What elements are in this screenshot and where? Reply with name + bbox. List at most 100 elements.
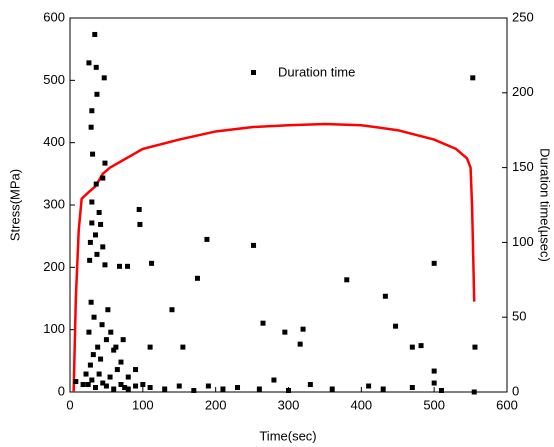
scatter-point xyxy=(382,293,388,299)
scatter-point xyxy=(418,343,424,349)
scatter-point xyxy=(93,181,99,187)
scatter-point xyxy=(94,91,100,97)
scatter-point xyxy=(470,75,476,81)
y2-axis-label: Duration time(µsec) xyxy=(538,148,553,262)
y-tick-label: 400 xyxy=(43,134,65,149)
scatter-point xyxy=(80,382,86,388)
scatter-point xyxy=(256,386,262,392)
scatter-point xyxy=(344,277,350,283)
scatter-point xyxy=(103,337,109,343)
scatter-point xyxy=(438,388,444,394)
scatter-point xyxy=(472,344,478,350)
scatter-point xyxy=(271,377,277,383)
y-tick-label: 500 xyxy=(43,72,65,87)
scatter-point xyxy=(85,382,91,388)
scatter-point xyxy=(92,385,98,391)
y2-tick-label: 250 xyxy=(512,9,534,24)
y2-tick-label: 0 xyxy=(512,383,519,398)
scatter-point xyxy=(120,337,126,343)
scatter-point xyxy=(191,388,197,394)
scatter-point xyxy=(125,263,131,269)
scatter-point xyxy=(95,344,101,350)
scatter-point xyxy=(91,314,97,320)
scatter-point xyxy=(92,232,98,238)
y2-tick-label: 150 xyxy=(512,159,534,174)
scatter-point xyxy=(300,326,306,332)
x-tick-label: 600 xyxy=(496,397,518,412)
y-tick-label: 600 xyxy=(43,9,65,24)
scatter-point xyxy=(204,236,210,242)
scatter-point xyxy=(107,374,113,380)
x-tick-label: 200 xyxy=(205,397,227,412)
scatter-point xyxy=(118,359,124,365)
scatter-point xyxy=(125,374,131,380)
y-axis-label: Stress(MPa) xyxy=(7,169,22,241)
scatter-point xyxy=(92,31,98,37)
scatter-point xyxy=(103,383,109,389)
x-tick-label: 0 xyxy=(66,397,73,412)
scatter-point xyxy=(471,389,477,395)
scatter-point xyxy=(122,385,128,391)
scatter-point xyxy=(73,379,79,385)
scatter-point xyxy=(87,362,93,368)
scatter-point xyxy=(90,151,96,157)
scatter-point xyxy=(111,347,117,353)
scatter-point xyxy=(409,344,415,350)
scatter-point xyxy=(117,263,123,269)
x-axis-label: Time(sec) xyxy=(259,428,316,443)
scatter-point xyxy=(147,385,153,391)
legend-label: Duration time xyxy=(278,64,355,79)
x-tick-label: 300 xyxy=(278,397,300,412)
scatter-point xyxy=(87,257,93,263)
scatter-point xyxy=(88,124,94,130)
scatter-point xyxy=(133,383,139,389)
scatter-point xyxy=(431,368,437,374)
scatter-point xyxy=(162,386,168,392)
scatter-point xyxy=(149,260,155,266)
x-tick-label: 400 xyxy=(350,397,372,412)
scatter-point xyxy=(380,386,386,392)
scatter-point xyxy=(169,307,175,313)
scatter-point xyxy=(329,386,335,392)
y-tick-label: 300 xyxy=(43,196,65,211)
y-tick-label: 100 xyxy=(43,321,65,336)
scatter-point xyxy=(114,367,120,373)
scatter-point xyxy=(282,329,288,335)
scatter-point xyxy=(180,344,186,350)
y2-tick-label: 200 xyxy=(512,84,534,99)
scatter-point xyxy=(96,371,102,377)
scatter-point xyxy=(100,175,106,181)
scatter-point xyxy=(90,352,96,358)
scatter-point xyxy=(307,382,313,388)
scatter-point xyxy=(98,356,104,362)
y2-tick-label: 100 xyxy=(512,234,534,249)
scatter-point xyxy=(393,323,399,329)
scatter-point xyxy=(140,382,146,388)
scatter-point xyxy=(113,344,119,350)
scatter-point xyxy=(102,262,108,268)
scatter-point xyxy=(133,367,139,373)
scatter-point xyxy=(409,385,415,391)
scatter-point xyxy=(220,386,226,392)
scatter-point xyxy=(86,60,92,66)
scatter-point xyxy=(125,386,131,392)
scatter-point xyxy=(100,380,106,386)
scatter-point xyxy=(205,383,211,389)
legend-marker xyxy=(251,70,256,75)
scatter-point xyxy=(86,329,92,335)
scatter-point xyxy=(111,386,117,392)
y-tick-label: 200 xyxy=(43,259,65,274)
scatter-point xyxy=(102,160,108,166)
scatter-point xyxy=(89,377,95,383)
stress-line xyxy=(72,122,476,393)
scatter-point xyxy=(89,108,95,114)
scatter-point xyxy=(108,329,114,335)
scatter-point xyxy=(105,307,111,313)
scatter-point xyxy=(94,251,100,257)
scatter-point xyxy=(297,341,303,347)
scatter-point xyxy=(96,209,102,215)
scatter-point xyxy=(88,299,94,305)
scatter-point xyxy=(83,371,89,377)
x-tick-label: 500 xyxy=(423,397,445,412)
